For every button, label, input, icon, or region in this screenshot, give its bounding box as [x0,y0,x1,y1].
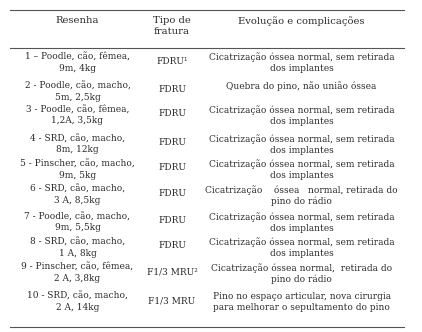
Text: 7 - Poodle, cão, macho,
9m, 5,5kg: 7 - Poodle, cão, macho, 9m, 5,5kg [24,212,130,232]
Text: Pino no espaço articular, nova cirurgia
para melhorar o sepultamento do pino: Pino no espaço articular, nova cirurgia … [213,292,391,312]
Text: 2 - Poodle, cão, macho,
5m, 2,5kg: 2 - Poodle, cão, macho, 5m, 2,5kg [24,81,130,102]
Text: 1 – Poodle, cão, fêmea,
9m, 4kg: 1 – Poodle, cão, fêmea, 9m, 4kg [25,52,130,73]
Text: Evolução e complicações: Evolução e complicações [238,16,365,26]
Text: 8 - SRD, cão, macho,
1 A, 8kg: 8 - SRD, cão, macho, 1 A, 8kg [30,237,125,258]
Text: FDRU: FDRU [158,216,186,225]
Text: 3 - Poodle, cão, fêmea,
1,2A, 3,5kg: 3 - Poodle, cão, fêmea, 1,2A, 3,5kg [26,105,129,125]
Text: FDRU¹: FDRU¹ [156,57,188,66]
Text: FDRU: FDRU [158,110,186,119]
Text: 5 - Pinscher, cão, macho,
9m, 5kg: 5 - Pinscher, cão, macho, 9m, 5kg [20,159,135,180]
Text: 9 - Pinscher, cão, fêmea,
2 A, 3,8kg: 9 - Pinscher, cão, fêmea, 2 A, 3,8kg [22,263,133,283]
Text: F1/3 MRU²: F1/3 MRU² [146,267,197,276]
Text: FDRU: FDRU [158,138,186,147]
Text: Cicatrização óssea normal, sem retirada
dos implantes: Cicatrização óssea normal, sem retirada … [209,159,395,180]
Text: Cicatrização óssea normal, sem retirada
dos implantes: Cicatrização óssea normal, sem retirada … [209,52,395,73]
Text: FDRU: FDRU [158,163,186,172]
Text: Tipo de
fratura: Tipo de fratura [153,16,191,36]
Text: FDRU: FDRU [158,241,186,250]
Text: 10 - SRD, cão, macho,
2 A, 14kg: 10 - SRD, cão, macho, 2 A, 14kg [27,292,128,312]
Text: FDRU: FDRU [158,189,186,198]
Text: F1/3 MRU: F1/3 MRU [149,296,196,305]
Text: Cicatrização óssea normal,  retirada do
pino do rádio: Cicatrização óssea normal, retirada do p… [211,263,392,284]
Text: Cicatrização óssea normal, sem retirada
dos implantes: Cicatrização óssea normal, sem retirada … [209,105,395,126]
Text: Cicatrização óssea normal, sem retirada
dos implantes: Cicatrização óssea normal, sem retirada … [209,237,395,258]
Text: Cicatrização óssea normal, sem retirada
dos implantes: Cicatrização óssea normal, sem retirada … [209,212,395,233]
Text: Cicatrização    óssea   normal, retirada do
pino do rádio: Cicatrização óssea normal, retirada do p… [205,185,398,206]
Text: Resenha: Resenha [56,16,99,25]
Text: 4 - SRD, cão, macho,
8m, 12kg: 4 - SRD, cão, macho, 8m, 12kg [30,134,125,154]
Text: Quebra do pino, não união óssea: Quebra do pino, não união óssea [226,81,377,91]
Text: Cicatrização óssea normal, sem retirada
dos implantes: Cicatrização óssea normal, sem retirada … [209,134,395,155]
Text: 6 - SRD, cão, macho,
3 A, 8,5kg: 6 - SRD, cão, macho, 3 A, 8,5kg [30,185,125,205]
Text: FDRU: FDRU [158,85,186,94]
